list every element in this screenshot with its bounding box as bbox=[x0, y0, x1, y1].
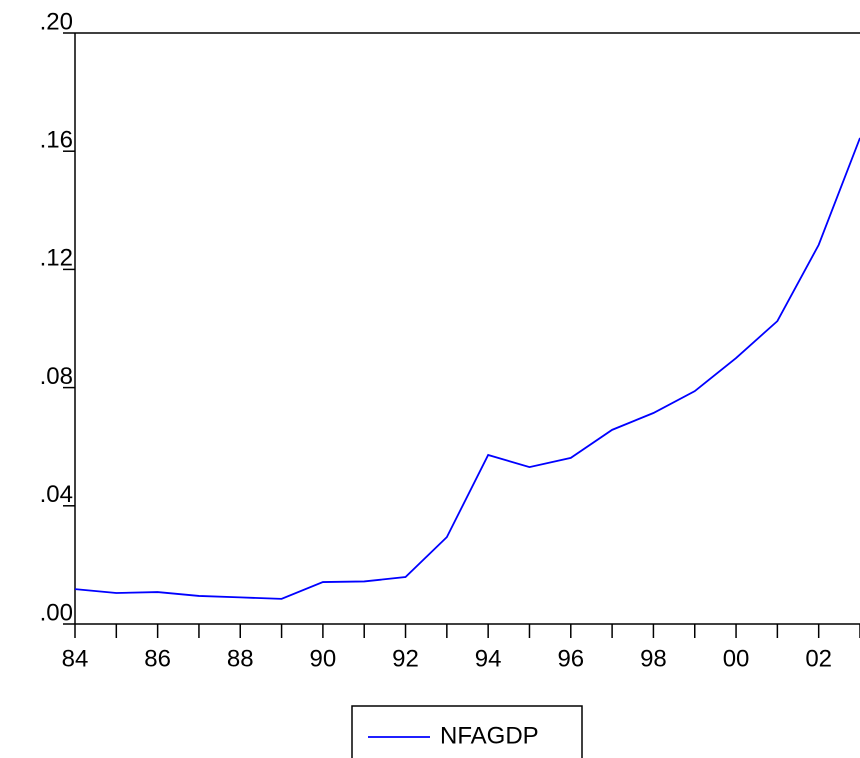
y-tick-label: .20 bbox=[40, 8, 73, 35]
y-tick-label: .00 bbox=[40, 599, 73, 626]
x-tick-label: 96 bbox=[557, 645, 584, 672]
x-tick-label: 88 bbox=[227, 645, 254, 672]
x-tick-label: 86 bbox=[144, 645, 171, 672]
legend-label: NFAGDP bbox=[440, 722, 539, 749]
x-tick-label: 02 bbox=[805, 645, 832, 672]
legend-box bbox=[351, 705, 583, 758]
series-line bbox=[74, 137, 860, 600]
y-tick-label: .04 bbox=[40, 481, 73, 508]
x-tick-label: 90 bbox=[310, 645, 337, 672]
y-tick-label: .12 bbox=[40, 245, 73, 272]
x-tick-label: 94 bbox=[475, 645, 502, 672]
y-tick-label: .16 bbox=[40, 127, 73, 154]
x-tick-label: 92 bbox=[392, 645, 419, 672]
y-tick-label: .08 bbox=[40, 363, 73, 390]
x-tick-label: 00 bbox=[723, 645, 750, 672]
x-tick-label: 98 bbox=[640, 645, 667, 672]
x-tick-label: 84 bbox=[62, 645, 89, 672]
